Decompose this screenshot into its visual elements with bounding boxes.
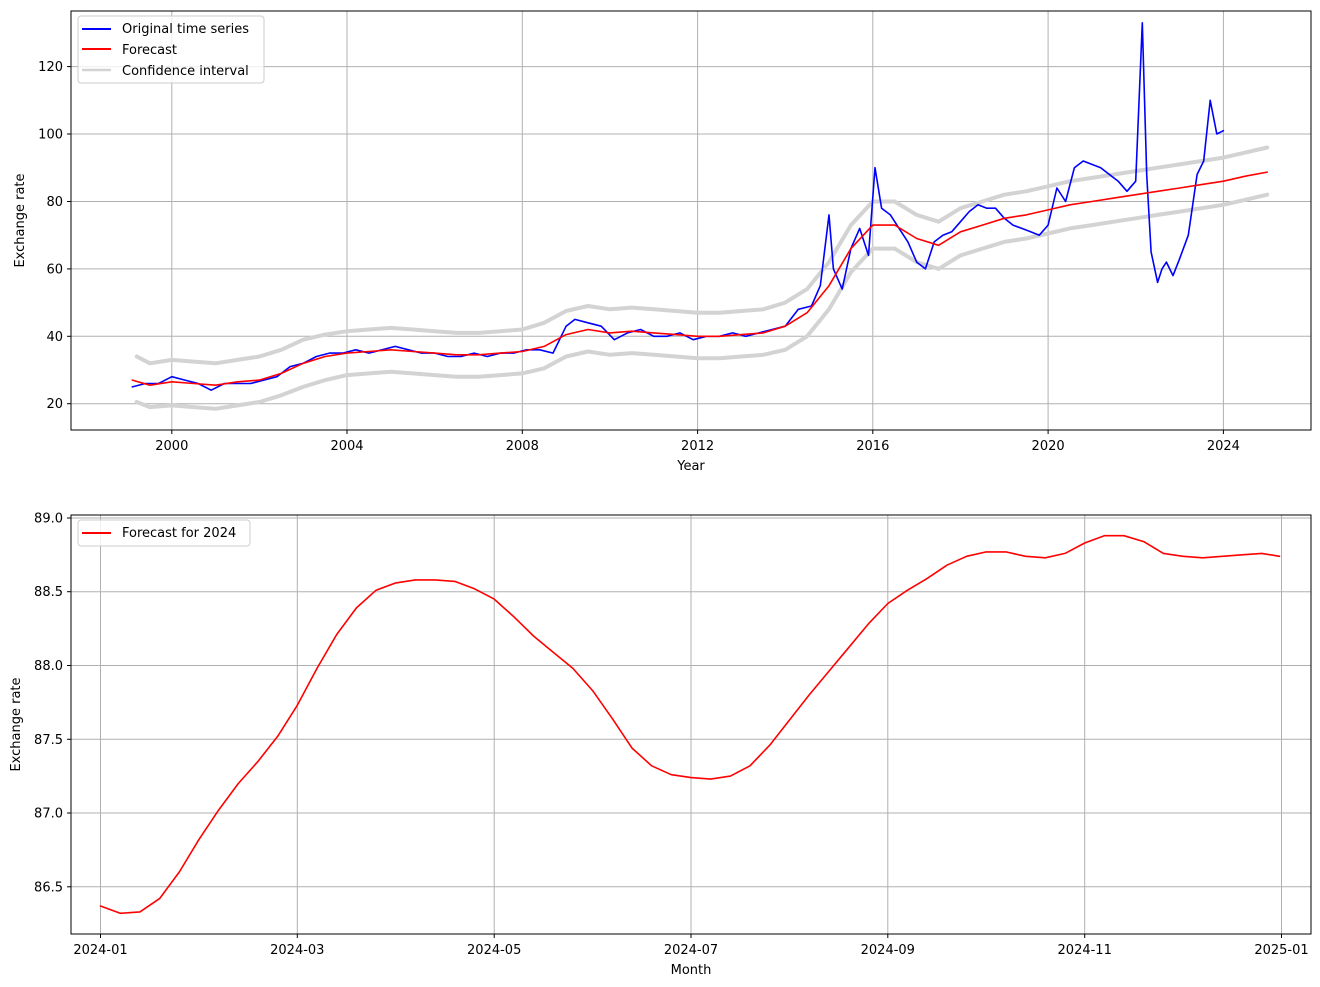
x-tick-label: 2016 <box>856 439 889 454</box>
tick-layer: 2000 2004 2008 2012 2016 2020 2024 20 40 60 80 100 1… <box>38 60 1240 454</box>
x-tick-label: 2024 <box>1207 439 1240 454</box>
x-tick-label: 2024-01 <box>73 943 127 958</box>
x-tick-label: 2000 <box>155 439 188 454</box>
y-tick-label: 87.5 <box>34 733 63 748</box>
legend-label-confidence: Confidence interval <box>122 64 249 79</box>
x-axis-label: Year <box>676 459 705 474</box>
x-tick-label: 2012 <box>681 439 714 454</box>
series-line-confidence-upper <box>134 145 1270 366</box>
y-tick-label: 20 <box>46 397 63 412</box>
x-tick-label: 2024-05 <box>467 943 521 958</box>
y-tick-label: 86.5 <box>34 880 63 895</box>
series-layer <box>99 534 1281 915</box>
legend-label-forecast-2024: Forecast for 2024 <box>122 526 236 541</box>
series-layer <box>131 21 1270 411</box>
series-line-confidence-lower <box>134 192 1270 411</box>
legend-box <box>77 15 265 84</box>
chart-exchange-rate-history: 2000 2004 2008 2012 2016 2020 2024 20 40 60 80 100 1… <box>13 10 1312 474</box>
axes-frame <box>70 10 1312 431</box>
series-line-forecast-2024 <box>99 534 1281 915</box>
y-tick-label: 60 <box>46 262 63 277</box>
legend: Forecast for 2024 <box>77 519 251 547</box>
x-tick-label: 2024-03 <box>270 943 324 958</box>
legend-label-original: Original time series <box>122 22 249 37</box>
y-axis-label: Exchange rate <box>13 173 28 267</box>
y-tick-label: 100 <box>38 128 63 143</box>
series-line-forecast <box>131 171 1268 387</box>
y-axis-label: Exchange rate <box>9 677 24 771</box>
tick-layer: 2024-01 2024-03 2024-05 2024-07 2024-09 2024-… <box>34 512 1309 959</box>
y-tick-label: 89.0 <box>34 512 63 527</box>
legend: Original time series Forecast Confidence… <box>77 15 265 84</box>
x-tick-label: 2024-07 <box>664 943 718 958</box>
y-tick-label: 120 <box>38 60 63 75</box>
legend-box <box>77 519 251 547</box>
x-tick-label: 2024-11 <box>1058 943 1112 958</box>
x-tick-label: 2008 <box>506 439 539 454</box>
x-tick-label: 2004 <box>330 439 363 454</box>
chart-forecast-2024: 2024-01 2024-03 2024-05 2024-07 2024-09 2024-… <box>9 512 1312 978</box>
x-tick-label: 2025-01 <box>1254 943 1308 958</box>
y-tick-label: 88.0 <box>34 659 63 674</box>
series-line-original <box>131 21 1225 392</box>
x-axis-label: Month <box>671 963 712 978</box>
y-tick-label: 80 <box>46 195 63 210</box>
grid <box>71 515 1311 934</box>
y-tick-label: 88.5 <box>34 585 63 600</box>
y-tick-label: 87.0 <box>34 807 63 822</box>
x-tick-label: 2020 <box>1032 439 1065 454</box>
y-tick-label: 40 <box>46 330 63 345</box>
legend-label-forecast: Forecast <box>122 43 177 58</box>
x-tick-label: 2024-09 <box>861 943 915 958</box>
